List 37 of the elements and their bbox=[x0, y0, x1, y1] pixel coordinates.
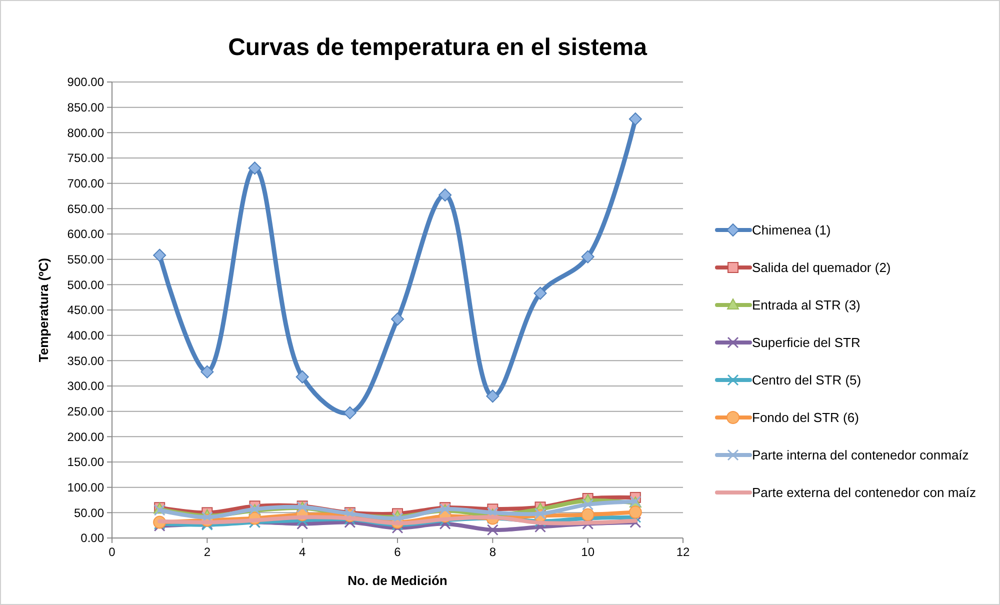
y-tick-label: 0.00 bbox=[80, 531, 104, 546]
x-tick-label: 10 bbox=[581, 545, 595, 559]
y-tick-label: 450.00 bbox=[67, 303, 104, 318]
y-tick-label: 500.00 bbox=[67, 278, 104, 292]
y-tick-label: 150.00 bbox=[67, 455, 104, 470]
y-tick-label: 700.00 bbox=[67, 176, 104, 191]
y-tick-label: 50.00 bbox=[74, 506, 104, 520]
legend-label: Fondo del STR (6) bbox=[752, 410, 859, 426]
legend-label: Centro del STR (5) bbox=[752, 372, 862, 388]
y-tick-label: 750.00 bbox=[67, 151, 104, 166]
legend-label: Parte externa del contenedor con maíz bbox=[752, 485, 976, 500]
x-tick-label: 0 bbox=[108, 545, 116, 559]
x-tick-label: 2 bbox=[204, 545, 211, 559]
x-tick-label: 12 bbox=[676, 545, 690, 559]
legend-label: Entrada al STR (3) bbox=[752, 298, 860, 313]
y-tick-label: 650.00 bbox=[67, 202, 104, 216]
y-tick-label: 350.00 bbox=[67, 354, 104, 368]
chart-title: Curvas de temperatura en el sistema bbox=[228, 34, 648, 61]
x-axis-title: No. de Medición bbox=[348, 573, 448, 588]
y-tick-label: 550.00 bbox=[67, 252, 104, 267]
y-axis-title: Temperatura (ºC) bbox=[36, 258, 51, 362]
y-tick-label: 900.00 bbox=[67, 75, 104, 90]
legend-label: Salida del quemador (2) bbox=[752, 260, 891, 276]
y-tick-label: 850.00 bbox=[67, 100, 104, 115]
x-tick-label: 4 bbox=[298, 545, 306, 559]
x-tick-label: 8 bbox=[489, 545, 496, 559]
y-tick-label: 800.00 bbox=[67, 126, 104, 140]
y-tick-label: 250.00 bbox=[67, 404, 104, 419]
y-tick-label: 100.00 bbox=[67, 480, 104, 495]
y-tick-label: 200.00 bbox=[67, 430, 104, 444]
legend-label: Superficie del STR bbox=[752, 335, 860, 350]
legend-label: Parte interna del contenedor conmaíz bbox=[752, 448, 969, 463]
y-tick-label: 300.00 bbox=[67, 379, 104, 394]
y-tick-label: 400.00 bbox=[67, 328, 104, 343]
y-tick-label: 600.00 bbox=[67, 227, 104, 242]
x-tick-label: 6 bbox=[394, 545, 402, 559]
legend-label: Chimenea (1) bbox=[752, 222, 831, 238]
